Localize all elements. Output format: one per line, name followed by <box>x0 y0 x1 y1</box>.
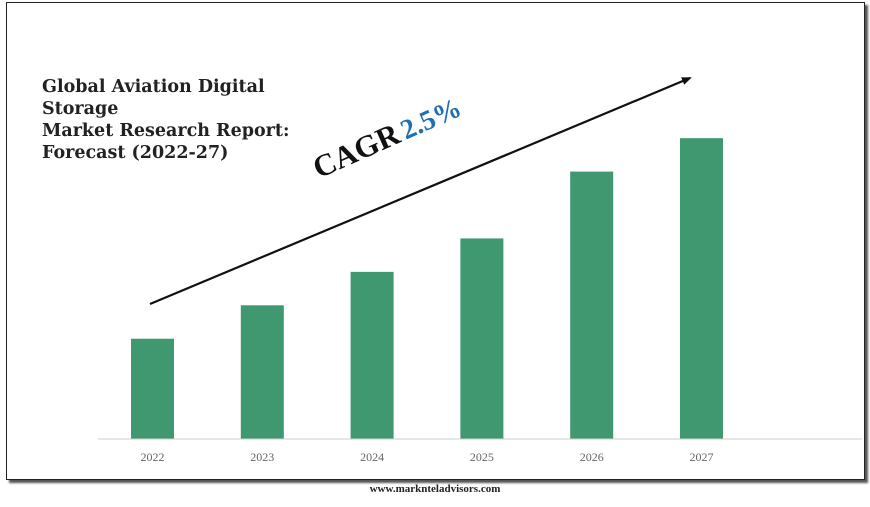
x-tick-label-2025: 2025 <box>470 450 494 464</box>
x-tick-label-2022: 2022 <box>141 450 165 464</box>
bar-2024 <box>350 271 394 439</box>
x-tick-label-2027: 2027 <box>690 450 714 464</box>
bar-2025 <box>460 238 504 439</box>
bar-2026 <box>570 171 614 439</box>
x-tick-label-2023: 2023 <box>250 450 274 464</box>
x-tick-label-2024: 2024 <box>360 450 384 464</box>
x-tick-labels: 2022 2023 2024 2025 2026 2027 <box>141 450 714 464</box>
footer-url: www.marknteladvisors.com <box>369 483 501 495</box>
chart-title: Global Aviation Digital Storage Market R… <box>42 76 342 164</box>
bar-2027 <box>680 138 723 439</box>
chart-title-line-1: Global Aviation Digital Storage <box>42 77 265 119</box>
bar-2022 <box>131 338 174 439</box>
chart-title-line-2: Market Research Report: <box>42 121 290 141</box>
trend-arrow <box>149 76 692 306</box>
bars-group <box>131 138 723 439</box>
x-tick-label-2026: 2026 <box>580 450 604 464</box>
chart-title-line-3: Forecast (2022-27) <box>42 143 229 163</box>
bar-2023 <box>240 305 284 439</box>
